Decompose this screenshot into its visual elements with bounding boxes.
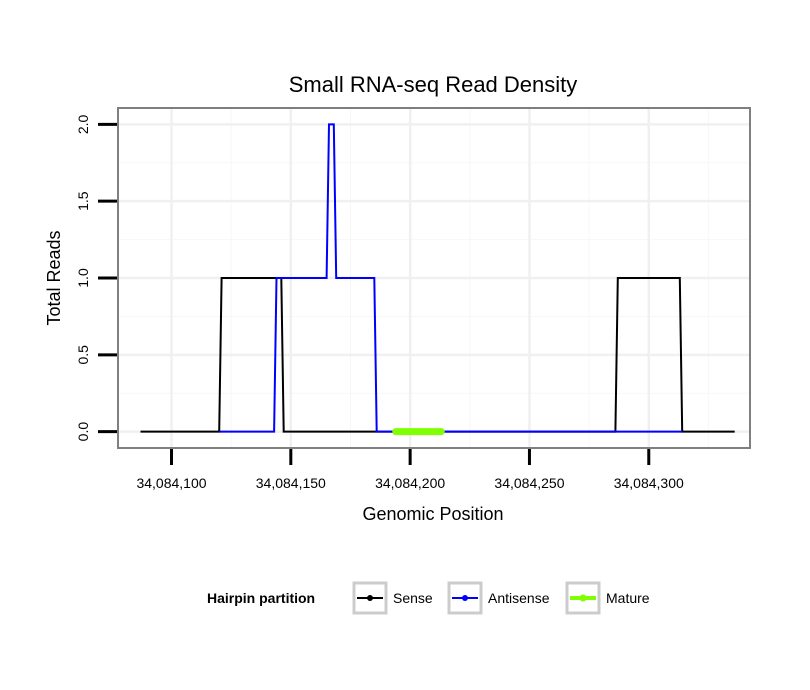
x-tick-label: 34,084,250	[494, 475, 564, 491]
x-tick-label: 34,084,200	[375, 475, 445, 491]
legend-item-antisense: Antisense	[447, 581, 550, 615]
y-axis-title: Total Reads	[44, 230, 64, 325]
y-tick-label: 0.5	[75, 345, 91, 365]
x-axis: 34,084,100 34,084,150 34,084,200 34,084,250…	[136, 449, 684, 491]
y-axis: 0.0 0.5 1.0 1.5 2.0	[75, 114, 117, 441]
y-tick-label: 1.5	[75, 191, 91, 211]
chart-title: Small RNA-seq Read Density	[289, 72, 578, 97]
legend-item-mature: Mature	[565, 581, 650, 615]
series-layer	[140, 123, 735, 436]
series-line-antisense	[219, 123, 683, 433]
y-tick-label: 0.0	[75, 422, 91, 442]
y-tick-label: 1.0	[75, 268, 91, 288]
x-tick-label: 34,084,150	[256, 475, 326, 491]
plot-panel-border	[117, 107, 751, 449]
legend-label-sense: Sense	[393, 590, 433, 606]
legend: Hairpin partition Sense Antisense Mature	[207, 581, 650, 615]
legend-key-point	[367, 595, 373, 601]
x-axis-title: Genomic Position	[362, 504, 503, 524]
y-tick-label: 2.0	[75, 114, 91, 134]
legend-title: Hairpin partition	[207, 590, 315, 606]
legend-key-point	[462, 595, 468, 601]
legend-item-sense: Sense	[352, 581, 433, 615]
x-tick-label: 34,084,100	[136, 475, 206, 491]
legend-label-antisense: Antisense	[488, 590, 550, 606]
legend-label-mature: Mature	[606, 590, 650, 606]
legend-key-point	[579, 594, 587, 602]
x-tick-label: 34,084,300	[614, 475, 684, 491]
